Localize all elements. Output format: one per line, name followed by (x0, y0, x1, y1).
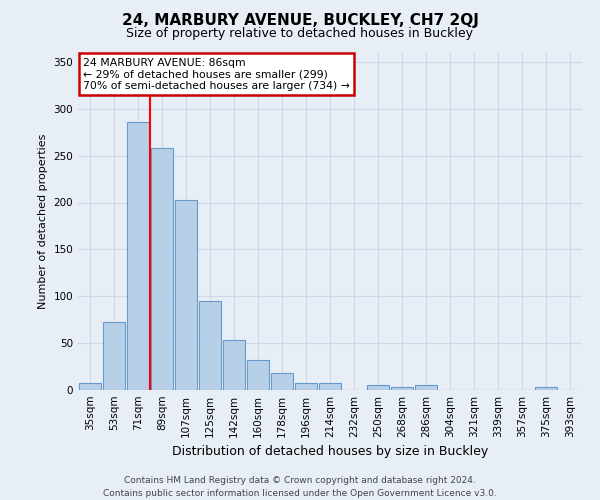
Bar (367, 386, 389, 390)
Bar (535, 387, 557, 390)
Text: 24, MARBURY AVENUE, BUCKLEY, CH7 2QJ: 24, MARBURY AVENUE, BUCKLEY, CH7 2QJ (122, 12, 478, 28)
Bar (127, 122, 149, 390)
Bar (175, 200, 197, 390)
Bar (223, 340, 245, 390)
Bar (103, 322, 125, 390)
Bar (415, 386, 437, 390)
Bar (79, 382, 101, 390)
X-axis label: Distribution of detached houses by size in Buckley: Distribution of detached houses by size … (172, 446, 488, 458)
Bar (295, 382, 317, 390)
Text: Size of property relative to detached houses in Buckley: Size of property relative to detached ho… (127, 28, 473, 40)
Bar (271, 373, 293, 390)
Bar (247, 360, 269, 390)
Text: 24 MARBURY AVENUE: 86sqm
← 29% of detached houses are smaller (299)
70% of semi-: 24 MARBURY AVENUE: 86sqm ← 29% of detach… (83, 58, 350, 91)
Bar (199, 301, 221, 390)
Bar (151, 148, 173, 390)
Bar (391, 387, 413, 390)
Bar (319, 382, 341, 390)
Y-axis label: Number of detached properties: Number of detached properties (38, 134, 48, 309)
Text: Contains HM Land Registry data © Crown copyright and database right 2024.
Contai: Contains HM Land Registry data © Crown c… (103, 476, 497, 498)
